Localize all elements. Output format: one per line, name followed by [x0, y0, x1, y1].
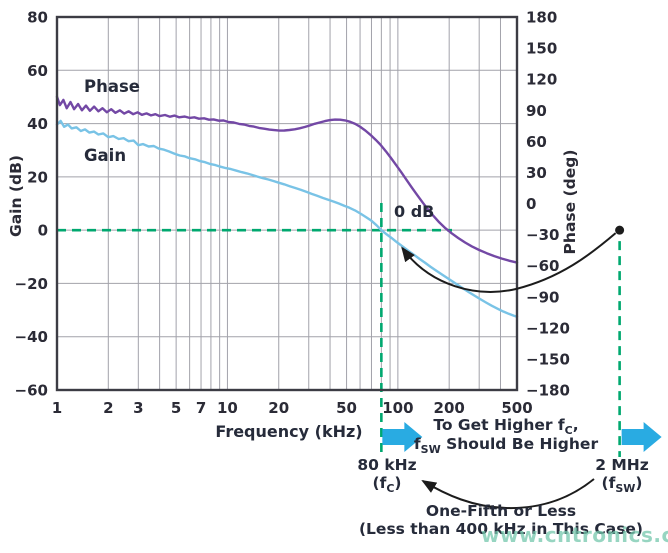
phase-tick-label: 180: [526, 9, 557, 27]
phase-tick-label: −120: [526, 319, 570, 337]
x-tick-label: 500: [501, 399, 532, 417]
phase-series-label: Phase: [84, 77, 140, 96]
note-text: Should Be Higher: [440, 435, 599, 453]
symbol-subscript: C: [386, 482, 395, 496]
note-line: (Less than 400 kHz in This Case): [358, 520, 644, 538]
y-axis-label-gain: Gain (dB): [7, 154, 25, 238]
x-tick-label: 50: [336, 399, 357, 417]
symbol-text: (f: [372, 474, 387, 492]
symbol-text: ): [635, 474, 643, 492]
fc-symbol: (fC): [357, 474, 416, 496]
note-subscript: C: [564, 424, 573, 438]
gain-tick-label: −60: [15, 382, 48, 400]
gain-series-label: Gain: [84, 146, 127, 165]
fc-frequency-label: 80 kHz (fC): [357, 456, 417, 496]
x-tick-label: 200: [434, 399, 465, 417]
gain-tick-label: 20: [27, 168, 48, 186]
phase-tick-label: 90: [526, 102, 547, 120]
gain-tick-label: 60: [27, 62, 48, 80]
y-axis-label-phase: Phase (deg): [561, 149, 579, 255]
phase-tick-label: −60: [526, 257, 559, 275]
phase-tick-label: −180: [526, 382, 570, 400]
x-tick-label: 100: [382, 399, 413, 417]
phase-tick-label: −30: [526, 226, 559, 244]
x-tick-label: 1: [52, 399, 62, 417]
fsw-right-block-arrow: [621, 422, 662, 452]
x-tick-label: 3: [133, 399, 143, 417]
phase-tick-label: −150: [526, 350, 570, 368]
watermark: www.cntronics.com: [481, 523, 668, 547]
phase-tick-label: 60: [526, 133, 547, 151]
gain-curve: [55, 119, 519, 318]
fsw-to-crossover-arrow: [401, 232, 617, 293]
symbol-text: (f: [601, 474, 616, 492]
gain-tick-label: −40: [15, 328, 48, 346]
note-text: f: [413, 435, 421, 453]
fsw-symbol: (fSW): [595, 474, 649, 496]
note-subscript: SW: [420, 443, 441, 457]
x-tick-label: 10: [217, 399, 238, 417]
one-fifth-note: One-Fifth or Less (Less than 400 kHz in …: [359, 502, 643, 538]
note-text: ,: [572, 416, 579, 434]
fsw-frequency-value: 2 MHz: [595, 456, 649, 474]
x-tick-label: 7: [196, 399, 206, 417]
gain-tick-label: 80: [27, 9, 48, 27]
gain-tick-label: 0: [38, 222, 48, 240]
phase-tick-label: −90: [526, 288, 559, 306]
phase-tick-label: 120: [526, 71, 557, 89]
fsw-endpoint-dot: [615, 225, 625, 235]
symbol-subscript: SW: [615, 482, 636, 496]
x-tick-label: 20: [268, 399, 289, 417]
gain-tick-label: 40: [27, 115, 48, 133]
phase-tick-label: 30: [526, 164, 547, 182]
gain-tick-label: −20: [15, 275, 48, 293]
phase-curve: [55, 95, 519, 264]
to-get-higher-note: To Get Higher fC, fSW Should Be Higher: [413, 416, 599, 457]
note-text: To Get Higher f: [433, 416, 565, 434]
phase-tick-label: 0: [526, 195, 536, 213]
x-axis-label: Frequency (kHz): [215, 422, 363, 441]
x-tick-label: 5: [171, 399, 181, 417]
note-line: One-Fifth or Less: [425, 502, 577, 520]
fc-right-block-arrow: [382, 422, 423, 452]
zero-db-label: 0 dB: [394, 202, 435, 221]
x-tick-label: 2: [103, 399, 113, 417]
fc-frequency-value: 80 kHz: [357, 456, 417, 474]
one-fifth-arrow: [421, 478, 595, 510]
symbol-text: ): [394, 474, 402, 492]
phase-tick-label: 150: [526, 40, 557, 58]
plot-frame: [55, 15, 519, 392]
fsw-frequency-label: 2 MHz (fSW): [595, 456, 649, 496]
